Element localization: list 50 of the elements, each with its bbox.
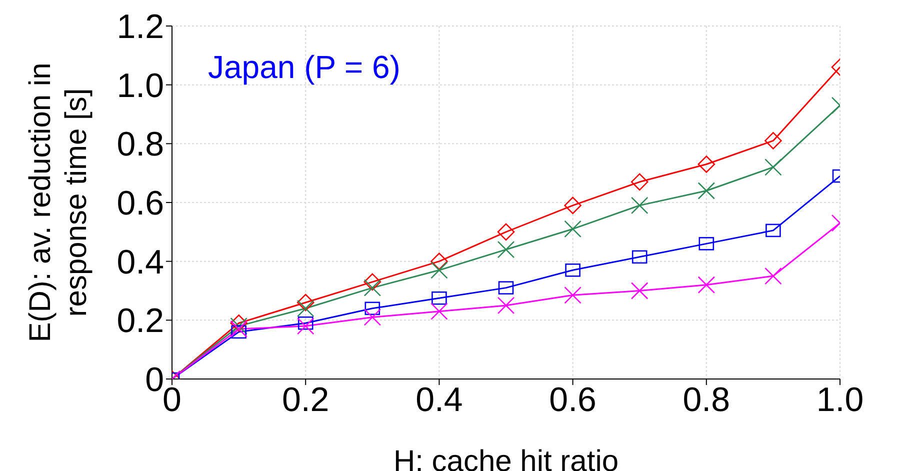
point [364,308,382,326]
point [630,173,648,191]
y-tick-label: 0.4 [116,243,164,282]
point [698,237,714,250]
point [764,158,782,176]
point [698,156,716,173]
x-axis-title: H: cache hit ratio [393,445,619,471]
point [298,316,314,330]
point [430,262,448,279]
x-tick-label: 0.8 [682,381,730,420]
y-axis-title: E(D): av. reduction in response time [s] [24,62,93,342]
point [632,250,648,264]
point [565,264,580,277]
point [497,240,515,258]
point [564,220,582,238]
point [231,325,246,339]
point [364,273,382,291]
point [230,317,248,335]
point [296,294,314,312]
point [430,252,448,270]
x-tick-label: 0.6 [549,381,596,420]
point [230,314,248,332]
point [364,279,382,296]
x-tick-label: 0.4 [416,381,463,420]
y-tick-label: 0.2 [116,302,164,340]
point [766,224,781,238]
y-tick-label: 1.2 [116,8,164,46]
y-tick-label: 0.8 [116,126,164,164]
point [764,132,782,150]
point [698,276,716,294]
point [630,196,648,214]
point [364,302,380,316]
y-tick-label: 0.6 [116,184,164,223]
point [296,317,314,335]
annotation: Japan (P = 6) [208,49,400,85]
point [498,281,514,294]
point [497,296,515,314]
point [430,302,448,320]
x-tick-label: 1.0 [816,381,864,420]
point [296,300,314,318]
point [432,291,447,305]
x-tick-label: 0.2 [282,381,330,420]
point [698,182,716,200]
point [230,320,248,338]
y-tick-label: 1.0 [116,66,164,105]
point [630,282,648,300]
point [497,223,515,241]
point [564,196,582,214]
point [764,267,782,285]
point [564,286,582,304]
